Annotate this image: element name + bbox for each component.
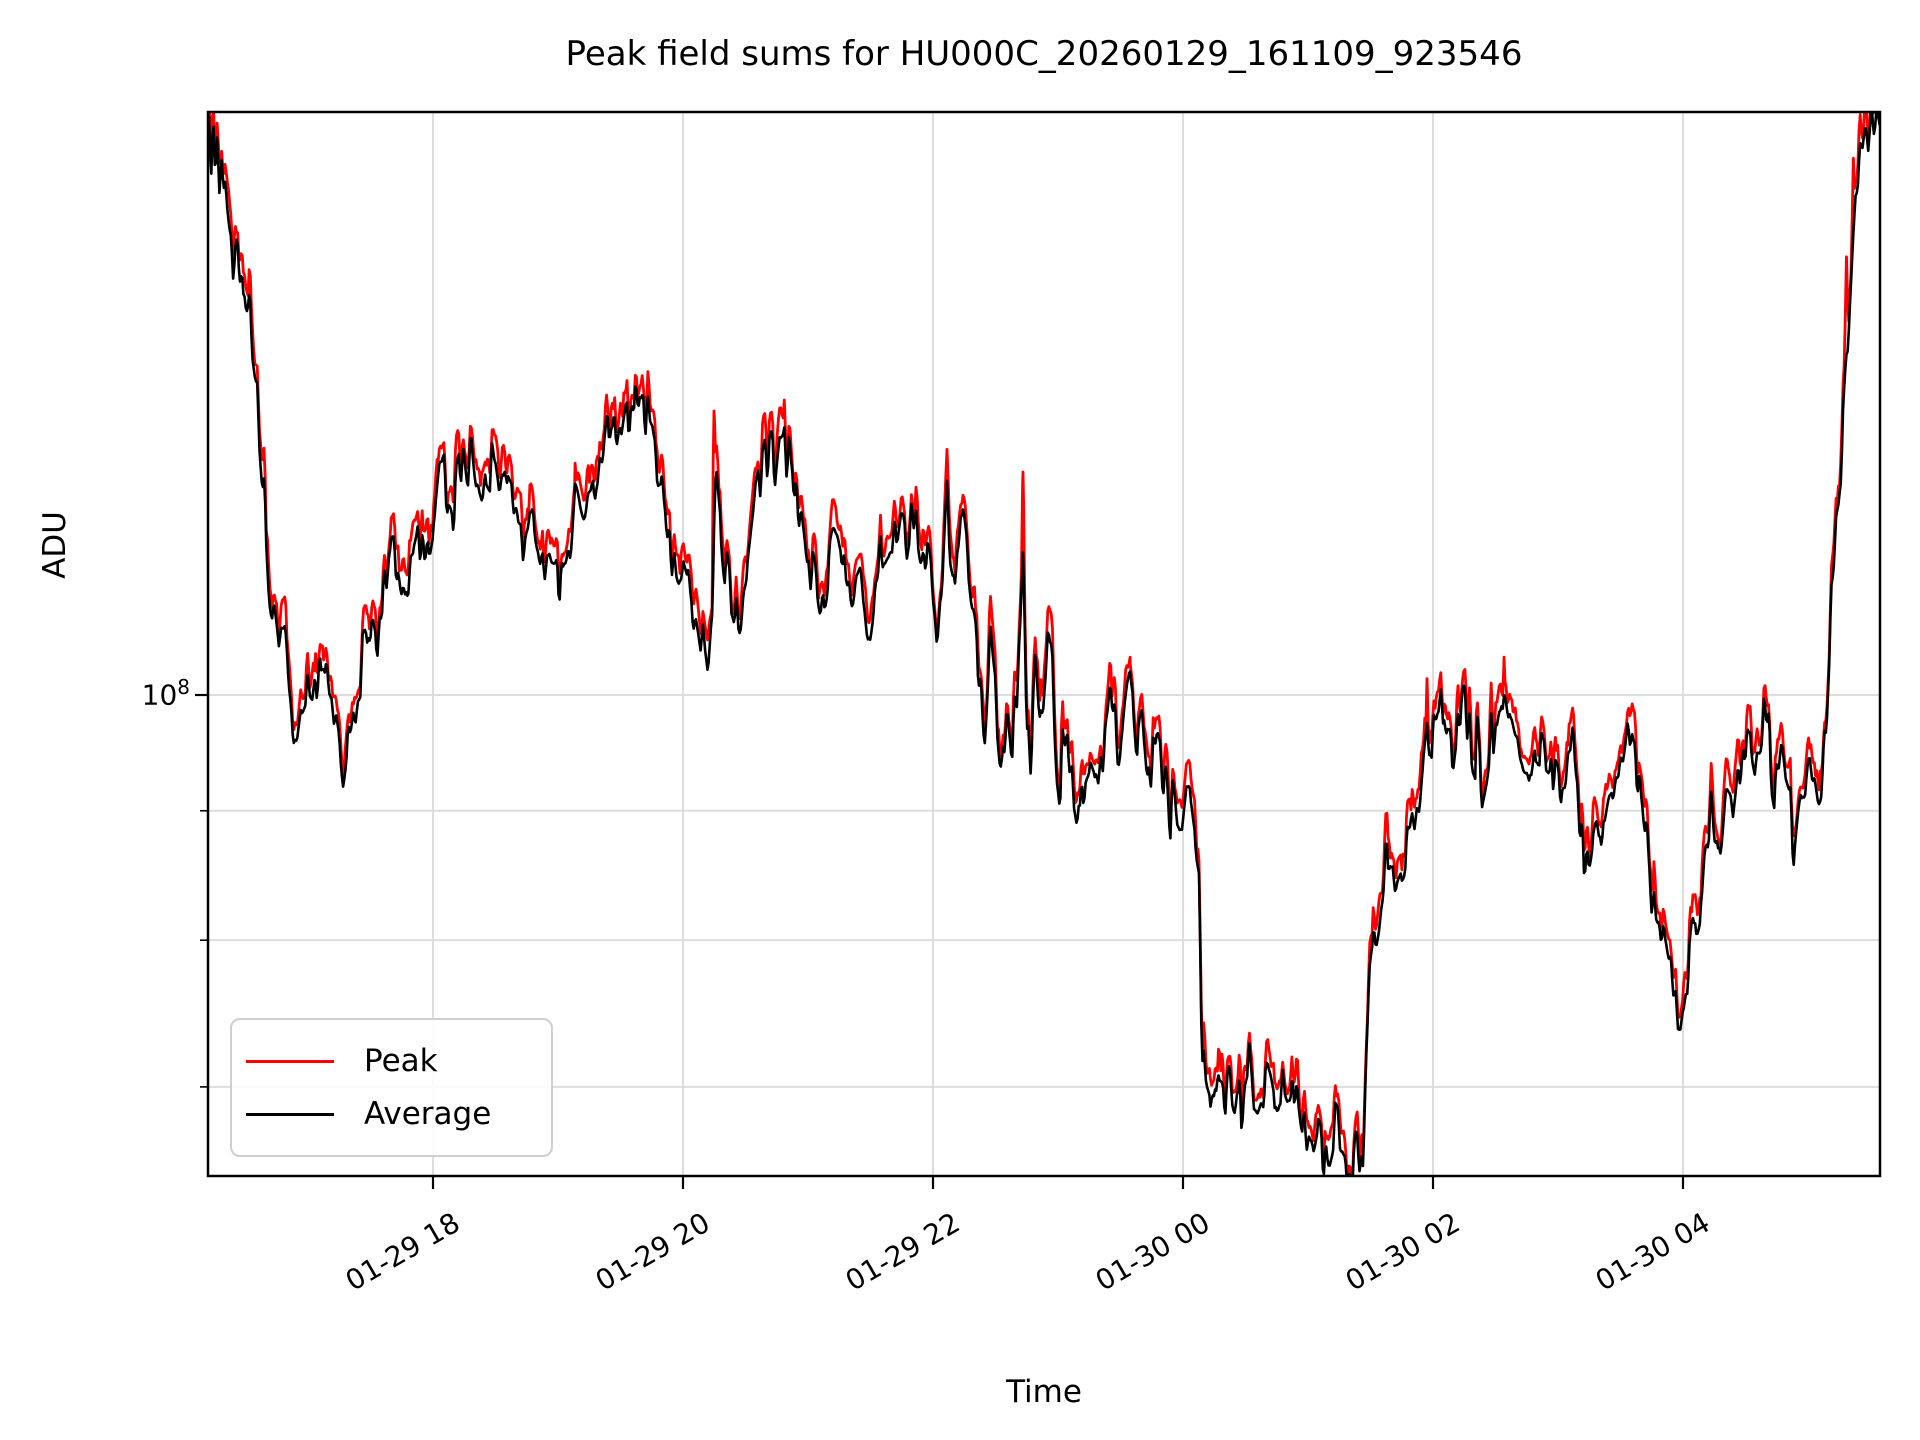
peak-line-swatch — [246, 1059, 334, 1063]
average-line-swatch — [246, 1112, 334, 1116]
legend-item-peak: Peak — [246, 1043, 537, 1079]
legend-label-peak: Peak — [364, 1043, 438, 1079]
legend-item-average: Average — [246, 1096, 537, 1132]
x-axis-label: Time — [1006, 1374, 1082, 1410]
average-series-line — [208, 112, 1880, 1176]
plot-frame — [206, 110, 1882, 1178]
legend: Peak Average — [230, 1018, 553, 1157]
y-tick-exponent: 8 — [177, 675, 190, 700]
y-tick-label: 108 — [142, 675, 190, 711]
peak-series-line — [208, 112, 1876, 1176]
y-tick-base: 10 — [141, 678, 178, 712]
gridlines — [208, 112, 1880, 1176]
chart-title: Peak field sums for HU000C_20260129_1611… — [565, 34, 1523, 74]
axis-ticks — [195, 693, 1685, 1189]
legend-label-average: Average — [364, 1096, 492, 1132]
